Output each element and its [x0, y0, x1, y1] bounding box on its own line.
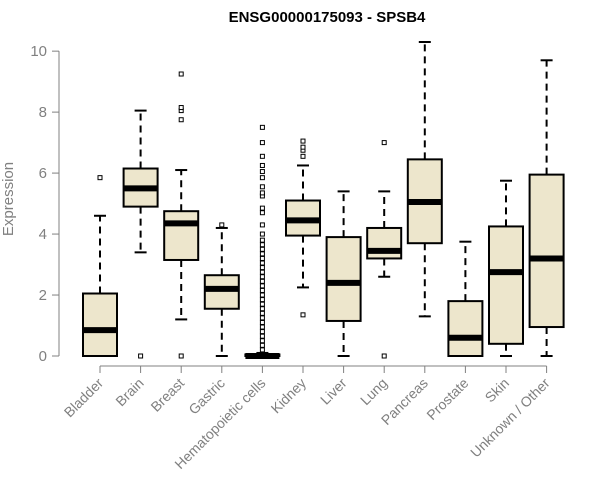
box-body	[163, 210, 200, 261]
outlier-point	[259, 319, 265, 325]
x-tick-label: Liver	[317, 375, 350, 408]
outlier-point	[259, 338, 265, 344]
y-tick-label: 2	[39, 287, 47, 304]
x-tick-label: Skin	[482, 375, 513, 406]
box-body	[366, 226, 403, 260]
chart-title: ENSG00000175093 - SPSB4	[229, 9, 426, 26]
outlier-point	[178, 117, 184, 123]
outlier-point	[259, 287, 265, 293]
outlier-point	[381, 140, 387, 146]
plot-area	[82, 41, 565, 359]
box-group	[325, 190, 362, 357]
outlier-point	[259, 347, 265, 353]
box-body	[488, 225, 524, 345]
box-body	[82, 292, 118, 357]
outlier-point	[259, 274, 265, 280]
y-tick-label: 4	[39, 226, 47, 243]
outlier-point	[300, 144, 306, 150]
outlier-point	[259, 175, 265, 181]
outlier-point	[259, 278, 265, 284]
outlier-point	[259, 315, 265, 321]
outlier-point	[259, 260, 265, 266]
outlier-point	[259, 231, 265, 237]
box-body	[528, 173, 565, 329]
outlier-point	[259, 153, 265, 159]
y-axis: 0 2 4 6 8 10	[30, 43, 60, 365]
y-axis-label: Expression	[0, 162, 17, 236]
outlier-point	[259, 306, 265, 312]
box-body	[447, 300, 484, 358]
x-tick-label: Lung	[357, 375, 390, 408]
y-tick-label: 0	[39, 348, 47, 365]
box-group	[488, 179, 524, 357]
box-body	[203, 274, 240, 310]
outlier-point	[300, 312, 306, 318]
outlier-point	[259, 342, 265, 348]
box-group	[122, 109, 159, 359]
outlier-point	[259, 205, 265, 211]
x-tick-label: Kidney	[268, 375, 310, 417]
outlier-point	[259, 210, 265, 216]
outlier-point	[259, 269, 265, 275]
y-tick-label: 8	[39, 104, 47, 121]
outlier-point	[259, 283, 265, 289]
outlier-point	[259, 184, 265, 190]
box-group	[528, 59, 565, 357]
x-tick-label: Prostate	[423, 375, 471, 423]
outlier-point	[97, 175, 103, 181]
outlier-point	[259, 222, 265, 228]
outlier-point	[381, 353, 387, 359]
outlier-point	[259, 333, 265, 339]
box-group	[203, 222, 240, 357]
outlier-point	[259, 242, 265, 248]
box-group	[447, 240, 484, 358]
outlier-point	[259, 251, 265, 257]
outlier-point	[178, 353, 184, 359]
outlier-point	[259, 324, 265, 330]
outlier-point	[300, 153, 306, 159]
outlier-point	[300, 138, 306, 144]
x-tick-label: Bladder	[61, 375, 107, 421]
outlier-point	[178, 105, 184, 111]
outlier-point	[259, 301, 265, 307]
x-tick-label: Breast	[147, 375, 187, 415]
outlier-point	[259, 310, 265, 316]
outlier-point	[259, 292, 265, 298]
y-tick-label: 6	[39, 165, 47, 182]
outlier-point	[259, 169, 265, 175]
outlier-point	[259, 265, 265, 271]
box-group	[163, 71, 200, 359]
box-group	[285, 138, 321, 318]
outlier-point	[259, 190, 265, 196]
box-group	[244, 124, 281, 359]
outlier-point	[259, 297, 265, 303]
y-tick-label: 10	[30, 43, 47, 60]
outlier-point	[259, 124, 265, 130]
outlier-point	[219, 222, 225, 228]
box-group	[366, 140, 403, 359]
x-tick-label: Brain	[112, 375, 146, 409]
outlier-point	[259, 329, 265, 335]
outlier-point	[259, 237, 265, 243]
outlier-point	[259, 162, 265, 168]
outlier-point	[259, 140, 265, 146]
box-body	[325, 236, 362, 322]
box-group	[82, 175, 118, 357]
outlier-point	[259, 255, 265, 261]
outlier-point	[178, 71, 184, 77]
outlier-point	[259, 246, 265, 252]
box-group	[406, 41, 443, 318]
outlier-point	[138, 353, 144, 359]
